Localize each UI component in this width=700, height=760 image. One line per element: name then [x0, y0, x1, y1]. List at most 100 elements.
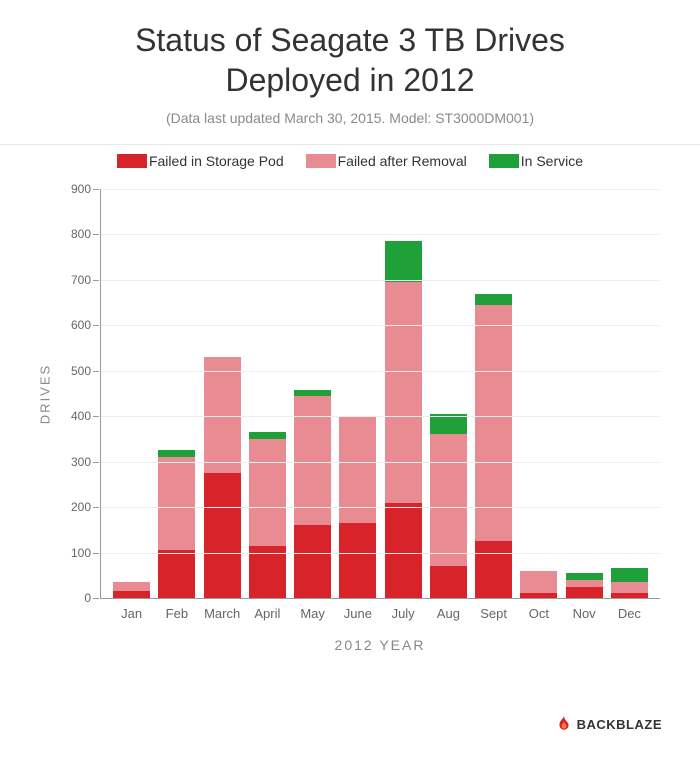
y-tick-label: 0 — [84, 591, 101, 605]
y-tick-label: 200 — [71, 500, 101, 514]
x-tick-label: July — [392, 598, 415, 621]
bar — [566, 189, 603, 598]
bar-slot: March — [200, 189, 245, 598]
bar — [430, 189, 467, 598]
seg-failed-removal — [475, 305, 512, 541]
legend-item-failed-removal: Failed after Removal — [306, 153, 467, 169]
legend-swatch-in-service — [489, 154, 519, 168]
gridline — [101, 553, 660, 554]
seg-failed-removal — [430, 434, 467, 566]
legend-label-failed-removal: Failed after Removal — [338, 153, 467, 169]
bar — [385, 189, 422, 598]
bar-slot: Oct — [516, 189, 561, 598]
y-tick-label: 100 — [71, 546, 101, 560]
bar — [294, 189, 331, 598]
seg-failed-removal — [520, 571, 557, 594]
seg-failed-pod — [249, 546, 286, 598]
bar-slot: April — [245, 189, 290, 598]
x-tick-label: June — [344, 598, 372, 621]
x-tick-label: Aug — [437, 598, 460, 621]
bar-slot: July — [381, 189, 426, 598]
gridline — [101, 189, 660, 190]
bar — [249, 189, 286, 598]
bar-slot: May — [290, 189, 335, 598]
seg-in-service — [566, 573, 603, 580]
legend-swatch-failed-pod — [117, 154, 147, 168]
seg-in-service — [611, 568, 648, 582]
seg-in-service — [249, 432, 286, 439]
seg-failed-pod — [113, 591, 150, 598]
legend-swatch-failed-removal — [306, 154, 336, 168]
legend-item-failed-pod: Failed in Storage Pod — [117, 153, 284, 169]
bar-slot: Feb — [154, 189, 199, 598]
brand-footer: BACKBLAZE — [557, 716, 662, 732]
chart-title: Status of Seagate 3 TB Drives Deployed i… — [40, 20, 660, 100]
seg-failed-pod — [430, 566, 467, 598]
x-axis-title: 2012 YEAR — [100, 637, 660, 653]
gridline — [101, 371, 660, 372]
seg-failed-pod — [475, 541, 512, 598]
y-tick-label: 500 — [71, 364, 101, 378]
seg-in-service — [385, 241, 422, 282]
chart-subtitle: (Data last updated March 30, 2015. Model… — [40, 110, 660, 126]
y-tick-label: 700 — [71, 273, 101, 287]
bar — [158, 189, 195, 598]
x-tick-label: Jan — [121, 598, 142, 621]
title-line-1: Status of Seagate 3 TB Drives — [135, 22, 565, 58]
bar-slot: Dec — [607, 189, 652, 598]
legend: Failed in Storage Pod Failed after Remov… — [0, 145, 700, 177]
gridline — [101, 462, 660, 463]
x-tick-label: Sept — [480, 598, 507, 621]
bar — [475, 189, 512, 598]
y-tick-label: 600 — [71, 318, 101, 332]
seg-failed-removal — [249, 439, 286, 546]
bar — [520, 189, 557, 598]
title-line-2: Deployed in 2012 — [225, 62, 474, 98]
x-tick-label: Nov — [573, 598, 596, 621]
x-tick-label: Feb — [166, 598, 188, 621]
x-tick-label: Dec — [618, 598, 641, 621]
bar — [339, 189, 376, 598]
seg-failed-pod — [339, 523, 376, 598]
gridline — [101, 234, 660, 235]
seg-failed-pod — [158, 550, 195, 598]
seg-failed-pod — [566, 587, 603, 598]
gridline — [101, 325, 660, 326]
gridline — [101, 280, 660, 281]
y-tick-label: 800 — [71, 227, 101, 241]
seg-failed-removal — [566, 580, 603, 587]
y-tick-label: 300 — [71, 455, 101, 469]
bar-slot: Nov — [562, 189, 607, 598]
bar-slot: Aug — [426, 189, 471, 598]
seg-failed-pod — [204, 473, 241, 598]
x-tick-label: April — [254, 598, 280, 621]
seg-failed-pod — [385, 503, 422, 598]
seg-in-service — [475, 294, 512, 305]
legend-label-failed-pod: Failed in Storage Pod — [149, 153, 284, 169]
seg-failed-removal — [385, 282, 422, 502]
bar-slot: Jan — [109, 189, 154, 598]
seg-failed-removal — [113, 582, 150, 591]
seg-in-service — [158, 450, 195, 457]
x-tick-label: March — [204, 598, 240, 621]
bars-container: JanFebMarchAprilMayJuneJulyAugSeptOctNov… — [101, 189, 660, 598]
y-tick-label: 900 — [71, 182, 101, 196]
x-tick-label: Oct — [529, 598, 549, 621]
y-tick-label: 400 — [71, 409, 101, 423]
x-tick-label: May — [300, 598, 325, 621]
flame-icon — [557, 716, 571, 732]
bar-slot: June — [335, 189, 380, 598]
seg-failed-pod — [294, 525, 331, 598]
seg-failed-removal — [158, 457, 195, 550]
seg-failed-removal — [611, 582, 648, 593]
legend-label-in-service: In Service — [521, 153, 583, 169]
seg-failed-removal — [204, 357, 241, 473]
bar — [204, 189, 241, 598]
bar — [113, 189, 150, 598]
bar-slot: Sept — [471, 189, 516, 598]
plot-area: DRIVES JanFebMarchAprilMayJuneJulyAugSep… — [100, 189, 660, 599]
brand-name: BACKBLAZE — [577, 717, 662, 732]
y-axis-title: DRIVES — [38, 363, 53, 423]
bar — [611, 189, 648, 598]
legend-item-in-service: In Service — [489, 153, 583, 169]
